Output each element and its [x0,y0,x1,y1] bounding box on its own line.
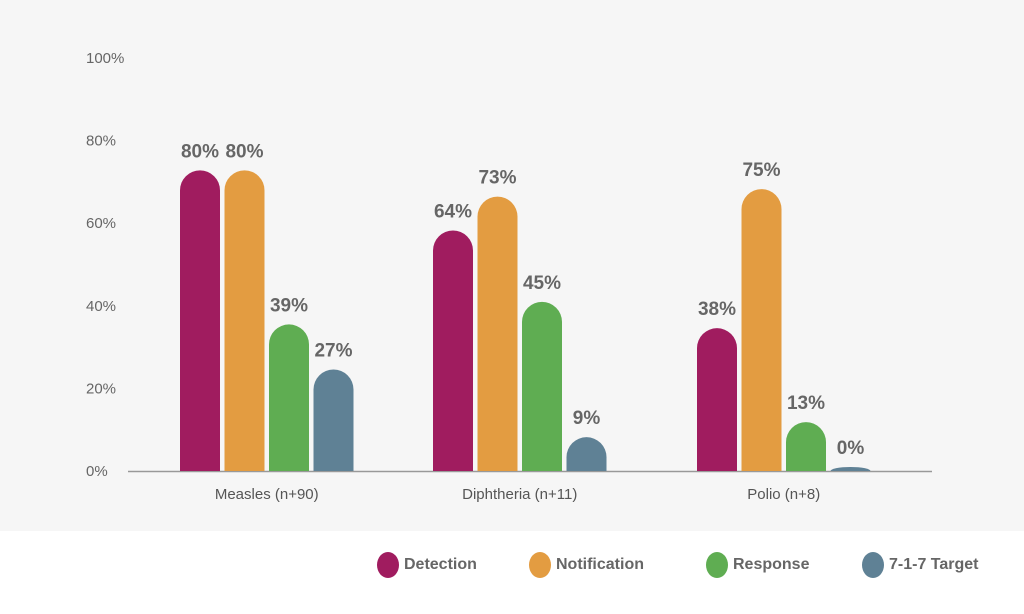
legend-item-notification: Notification [529,552,644,578]
legend-label: 7-1-7 Target [889,556,979,573]
category-label: Measles (n+90) [215,486,319,503]
bar-response [269,324,309,471]
bar-notification [224,170,265,471]
data-label: 39% [270,295,308,316]
y-tick-label: 0% [86,463,108,480]
legend-swatch [706,552,728,578]
legend-label: Detection [404,556,477,573]
data-label: 0% [837,438,865,459]
y-tick-label: 100% [86,50,124,67]
data-label: 80% [181,141,219,162]
legend-label: Response [733,556,810,573]
category-label: Polio (n+8) [747,486,820,503]
y-tick-label: 20% [86,380,116,397]
data-label: 27% [314,341,352,362]
legend-item-717-target: 7-1-7 Target [862,552,979,578]
legend-swatch [862,552,884,578]
bar-notification [477,196,518,472]
y-tick-label: 60% [86,215,116,232]
legend-swatch [529,552,551,578]
legend-item-detection: Detection [377,552,477,578]
legend: Detection Notification Response 7-1-7 Ta… [0,552,1024,582]
bar-detection [433,230,473,471]
category-label: Diphtheria (n+11) [462,486,577,503]
legend-label: Notification [556,556,644,573]
y-tick-label: 80% [86,133,116,150]
data-label: 73% [478,168,516,189]
data-label: 13% [787,393,825,414]
bar-7-1-7-target [313,369,354,471]
data-label: 80% [225,141,263,162]
legend-item-response: Response [706,552,809,578]
data-label: 45% [523,273,561,294]
data-label: 38% [698,299,736,320]
bar-7-1-7-target [830,467,871,471]
data-label: 64% [434,201,472,222]
bar-response [786,422,826,471]
bar-notification [741,189,782,471]
bar-detection [697,328,737,471]
y-tick-label: 40% [86,298,116,315]
data-label: 9% [573,408,601,429]
bar-response [522,301,562,471]
data-label: 75% [742,160,780,181]
legend-swatch [377,552,399,578]
bar-7-1-7-target [566,437,607,471]
bar-detection [180,170,220,471]
